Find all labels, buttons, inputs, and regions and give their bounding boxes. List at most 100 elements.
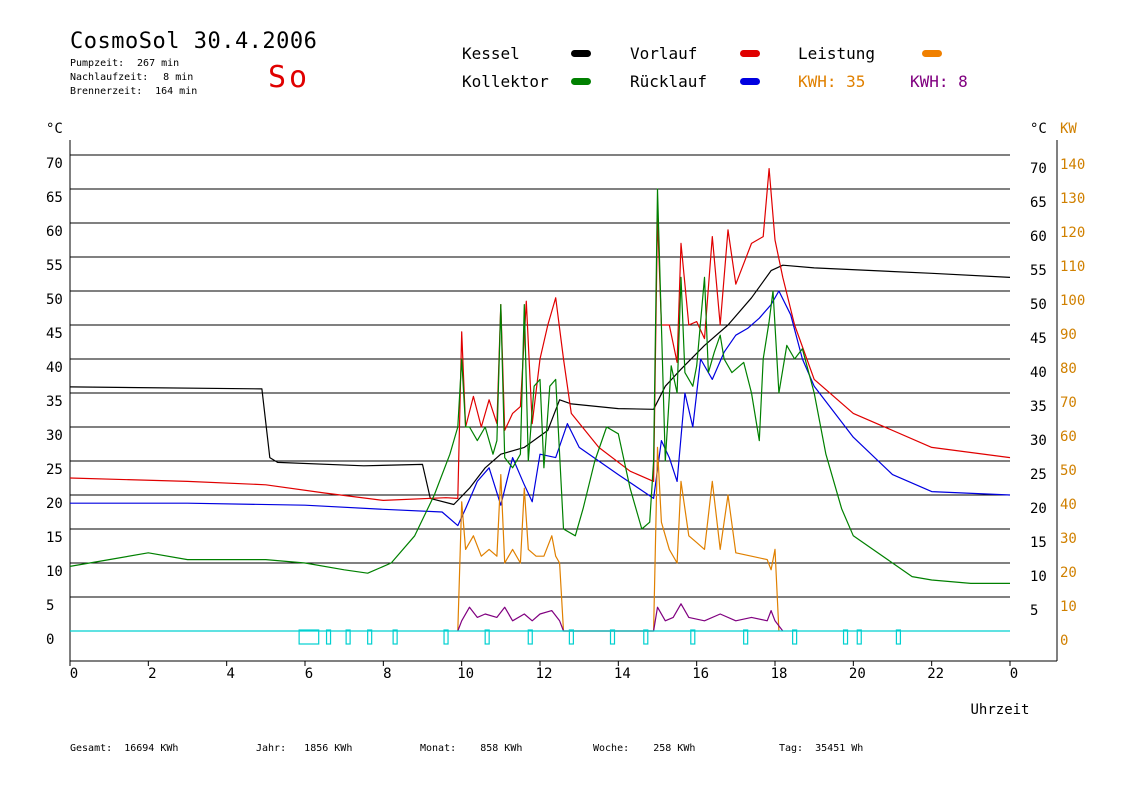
pump-marker: [298, 629, 320, 645]
y2-tick-label: 0: [1060, 633, 1068, 649]
y-tick-label: 70: [46, 156, 63, 172]
pump-marker: [609, 629, 616, 645]
y-tick-label-right: 45: [1030, 331, 1047, 347]
y-tick-label-right: 70: [1030, 161, 1047, 177]
footer-tag: Tag: 35451 Wh: [779, 743, 864, 754]
y2-tick-label: 130: [1060, 191, 1085, 207]
y2-tick-label: 10: [1060, 599, 1077, 615]
x-tick-label: 18: [771, 666, 788, 682]
legend-kollektor-label: Kollektor: [462, 72, 549, 91]
y2-tick-label: 120: [1060, 225, 1085, 241]
y2-tick-label: 70: [1060, 395, 1077, 411]
y-tick-label-right: 65: [1030, 195, 1047, 211]
y2-tick-label: 60: [1060, 429, 1077, 445]
x-tick-label: 0: [1010, 666, 1018, 682]
y-tick-label: 15: [46, 530, 63, 546]
legend-kollektor-swatch: [571, 78, 591, 85]
pump-marker: [367, 629, 373, 645]
y2-tick-label: 110: [1060, 259, 1085, 275]
y-axis-label-right: °C: [1030, 121, 1047, 137]
y2-tick-label: 80: [1060, 361, 1077, 377]
y-tick-label-right: 20: [1030, 501, 1047, 517]
pump-marker: [895, 629, 902, 645]
stat-pumpzeit: Pumpzeit: 267 min: [70, 58, 180, 69]
legend-ruecklauf-label: Rücklauf: [630, 72, 708, 91]
y-tick-label-right: 60: [1030, 229, 1047, 245]
y-tick-label: 40: [46, 360, 63, 376]
pump-marker: [743, 629, 749, 645]
y-tick-label-right: 30: [1030, 433, 1047, 449]
pump-marker: [345, 629, 351, 645]
x-tick-label: 0: [70, 666, 78, 682]
y-tick-label: 35: [46, 394, 63, 410]
pump-marker: [325, 629, 332, 645]
x-tick-label: 6: [305, 666, 313, 682]
series-line-kollektor: [69, 188, 1010, 585]
y-tick-label: 0: [46, 632, 54, 648]
y-axis-label-left: °C: [46, 121, 63, 137]
y-tick-label-right: 5: [1030, 603, 1038, 619]
footer-gesamt: Gesamt: 16694 KWh: [70, 743, 179, 754]
series-line-vorlauf: [69, 168, 1011, 501]
y-tick-label-right: 55: [1030, 263, 1047, 279]
kwh-leistung-2: KWH: 8: [910, 72, 968, 91]
y-tick-label: 50: [46, 292, 63, 308]
chart-title: CosmoSol 30.4.2006: [70, 29, 318, 54]
series-line-leistung-2: [457, 603, 784, 632]
y-tick-label-right: 40: [1030, 365, 1047, 381]
pump-marker: [690, 629, 696, 645]
y2-tick-label: 140: [1060, 157, 1085, 173]
y2-axis-label: KW: [1060, 121, 1077, 137]
x-tick-label: 8: [383, 666, 391, 682]
x-tick-label: 2: [148, 666, 156, 682]
y-tick-label: 55: [46, 258, 63, 274]
stat-nachlaufzeit: Nachlaufzeit: 8 min: [70, 72, 194, 83]
stat-brennerzeit: Brennerzeit: 164 min: [70, 86, 198, 97]
y-tick-label: 65: [46, 190, 63, 206]
series-line-kessel: [69, 264, 1011, 506]
x-tick-label: 16: [692, 666, 709, 682]
pump-marker: [527, 629, 533, 645]
day-label: So: [268, 60, 311, 95]
x-tick-label: 12: [536, 666, 553, 682]
pump-marker: [568, 629, 574, 645]
x-tick-label: 4: [226, 666, 234, 682]
y-tick-label: 45: [46, 326, 63, 342]
x-axis-label: Uhrzeit: [970, 702, 1029, 718]
pump-marker: [484, 629, 490, 645]
pump-marker: [643, 629, 649, 645]
y2-tick-label: 100: [1060, 293, 1085, 309]
legend-leistung-label: Leistung: [798, 44, 876, 63]
y2-tick-label: 50: [1060, 463, 1077, 479]
y-tick-label-right: 50: [1030, 297, 1047, 313]
legend-leistung-swatch: [922, 50, 942, 57]
pump-marker: [392, 629, 398, 645]
y-tick-label-right: 15: [1030, 535, 1047, 551]
y-tick-label-right: 35: [1030, 399, 1047, 415]
footer-jahr: Jahr: 1856 KWh: [256, 743, 353, 754]
y2-tick-label: 40: [1060, 497, 1077, 513]
legend-ruecklauf-swatch: [740, 78, 760, 85]
pump-marker: [856, 629, 862, 645]
y-tick-label-right: 10: [1030, 569, 1047, 585]
series-line-r-cklauf: [70, 290, 1011, 527]
legend-kessel-swatch: [571, 50, 591, 57]
y-tick-label: 5: [46, 598, 54, 614]
pump-marker: [792, 629, 798, 645]
y-tick-label: 30: [46, 428, 63, 444]
legend-vorlauf-label: Vorlauf: [630, 44, 698, 63]
y-tick-label: 60: [46, 224, 63, 240]
pump-marker: [842, 629, 849, 645]
footer-woche: Woche: 258 KWh: [593, 743, 696, 754]
kwh-leistung: KWH: 35: [798, 72, 866, 91]
y2-tick-label: 20: [1060, 565, 1077, 581]
y-tick-label: 10: [46, 564, 63, 580]
y-tick-label-right: 25: [1030, 467, 1047, 483]
footer-monat: Monat: 858 KWh: [420, 743, 523, 754]
legend-vorlauf-swatch: [740, 50, 760, 57]
x-tick-label: 20: [849, 666, 866, 682]
y2-tick-label: 90: [1060, 327, 1077, 343]
x-tick-label: 14: [614, 666, 631, 682]
y2-tick-label: 30: [1060, 531, 1077, 547]
pump-marker: [443, 629, 449, 645]
